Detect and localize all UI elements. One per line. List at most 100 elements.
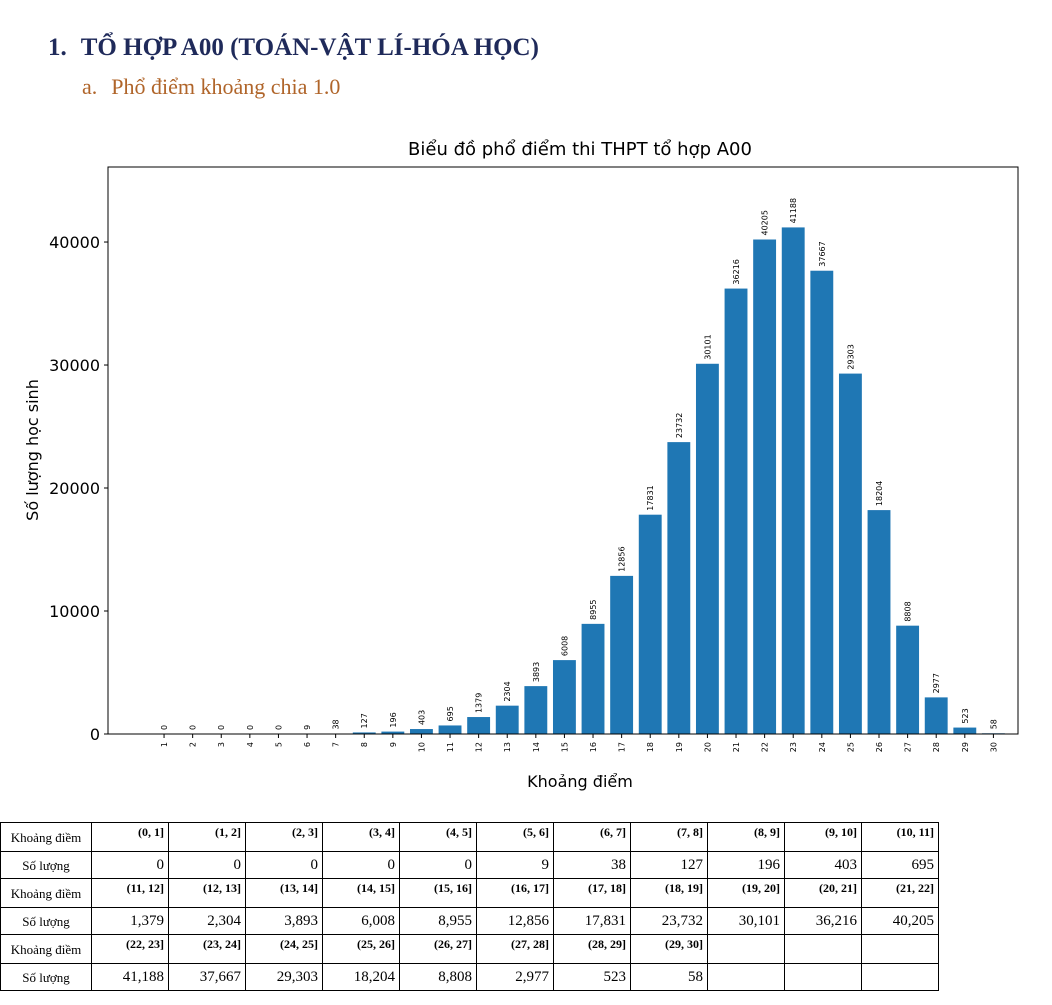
bar [667,442,691,734]
count-cell: 0 [168,851,246,879]
bar [838,373,862,734]
bar-value-label: 29303 [846,344,855,369]
x-tick-label: 10 [417,742,426,752]
bar-value-label: 58 [989,719,998,729]
range-cell: (23, 24] [168,934,246,964]
bar-value-label: 8955 [589,599,598,619]
count-cell: 0 [91,851,169,879]
range-cell: (21, 22] [861,878,939,908]
x-tick-label: 14 [532,742,541,752]
range-cell: (0, 1] [91,822,169,852]
range-row: Khoảng điềm (0, 1] (1, 2] (2, 3] (3, 4] (4, 5… [0,822,939,852]
count-cell: 1,379 [91,907,169,935]
y-tick-label: 30000 [49,356,100,375]
histogram-chart: Biểu đồ phổ điểm thi THPT tổ hợp A00 Kho… [23,139,1019,791]
x-tick-label: 6 [303,742,312,747]
count-cell: 3,893 [245,907,323,935]
heading-number: 1. [48,34,67,61]
range-cell: (11, 12] [91,878,169,908]
bar [495,705,519,734]
bar-value-label: 523 [961,708,970,723]
count-cell: 6,008 [322,907,400,935]
count-cell [784,963,862,991]
count-cell: 523 [553,963,631,991]
range-cell: (13, 14] [245,878,323,908]
x-tick-label: 28 [932,742,941,752]
count-cell: 40,205 [861,907,939,935]
range-cell: (5, 6] [476,822,554,852]
score-table: Khoảng điềm (0, 1] (1, 2] (2, 3] (3, 4] (4, 5… [0,822,939,991]
x-tick-label: 3 [217,742,226,747]
count-cell: 0 [322,851,400,879]
bar [953,727,977,734]
y-tick-label: 40000 [49,233,100,252]
bar [724,288,748,734]
count-cell: 127 [630,851,708,879]
count-cell: 2,977 [476,963,554,991]
x-tick-label: 22 [761,742,770,752]
range-cell: (1, 2] [168,822,246,852]
section-heading: 1. TỔ HỢP A00 (TOÁN-VẬT LÍ-HÓA HỌC) [48,34,539,62]
range-cell: (6, 7] [553,822,631,852]
range-cell [784,934,862,964]
bar-value-label: 36216 [732,259,741,284]
row-header: Số lượng [0,907,92,935]
range-cell: (28, 29] [553,934,631,964]
count-cell: 18,204 [322,963,400,991]
bar [438,725,462,734]
bar [581,623,605,734]
bar [409,729,433,734]
bar [867,510,891,734]
count-cell [707,963,785,991]
bar-value-label: 18204 [875,481,884,506]
count-row: Số lượng 1,379 2,304 3,893 6,008 8,955 12,856 1… [0,907,939,935]
bar [695,363,719,734]
range-cell: (16, 17] [476,878,554,908]
x-tick-label: 16 [589,742,598,752]
x-tick-label: 19 [675,742,684,752]
range-cell: (22, 23] [91,934,169,964]
bar [896,625,920,734]
x-tick-label: 18 [646,742,655,752]
bar-value-label: 8808 [904,601,913,621]
count-cell: 0 [399,851,477,879]
bar-value-label: 9 [303,725,312,730]
count-cell [861,963,939,991]
count-cell: 12,856 [476,907,554,935]
bar-value-label: 0 [246,725,255,730]
plot-frame [107,166,1019,735]
x-tick-label: 17 [618,742,627,752]
x-tick-label: 24 [818,742,827,752]
bar [610,575,634,734]
range-cell: (15, 16] [399,878,477,908]
bar [524,686,548,734]
x-tick-label: 30 [989,742,998,752]
range-cell: (4, 5] [399,822,477,852]
heading-text: TỔ HỢP A00 (TOÁN-VẬT LÍ-HÓA HỌC) [80,34,539,61]
range-cell: (8, 9] [707,822,785,852]
count-cell: 36,216 [784,907,862,935]
count-cell: 196 [707,851,785,879]
range-cell: (10, 11] [861,822,939,852]
y-tick-label: 20000 [49,479,100,498]
range-cell: (20, 21] [784,878,862,908]
range-cell: (3, 4] [322,822,400,852]
bar-value-label: 695 [446,706,455,721]
row-header: Khoảng điềm [0,822,92,852]
bar-value-label: 38 [332,719,341,729]
bar-value-label: 0 [160,725,169,730]
x-tick-label: 7 [332,742,341,747]
bar-value-label: 0 [189,725,198,730]
subsection-heading: a. Phổ điểm khoảng chia 1.0 [82,74,340,100]
x-tick-label: 1 [160,742,169,747]
y-tick-label: 10000 [49,602,100,621]
range-cell: (14, 15] [322,878,400,908]
bar-value-label: 2977 [932,673,941,693]
y-tick-label: 0 [90,725,100,744]
row-header: Khoảng điềm [0,878,92,908]
count-row: Số lượng 0 0 0 0 0 9 38 127 196 403 695 [0,851,939,879]
bar-value-label: 403 [417,710,426,725]
count-row: Số lượng 41,188 37,667 29,303 18,204 8,808 2,9… [0,963,939,991]
chart-title: Biểu đồ phổ điểm thi THPT tổ hợp A00 [408,139,752,160]
x-tick-label: 15 [560,742,569,752]
